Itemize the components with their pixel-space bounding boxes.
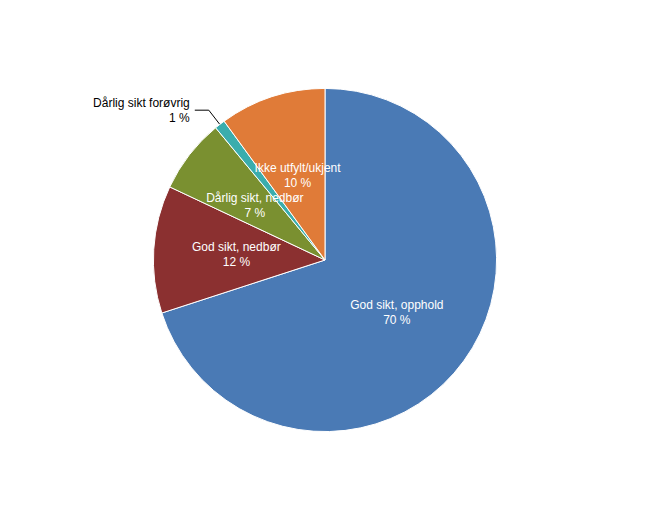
svg-text:10 %: 10 %	[284, 176, 312, 190]
svg-text:God sikt, nedbør: God sikt, nedbør	[192, 240, 281, 254]
svg-text:7 %: 7 %	[244, 206, 265, 220]
svg-text:Dårlig sikt forøvrig: Dårlig sikt forøvrig	[93, 96, 190, 110]
svg-text:Ikke utfylt/ukjent: Ikke utfylt/ukjent	[255, 161, 342, 175]
svg-text:12 %: 12 %	[223, 255, 251, 269]
svg-text:70 %: 70 %	[383, 313, 411, 327]
svg-text:Dårlig sikt, nedbør: Dårlig sikt, nedbør	[206, 191, 303, 205]
svg-text:1 %: 1 %	[169, 111, 190, 125]
svg-text:God sikt, opphold: God sikt, opphold	[350, 298, 443, 312]
